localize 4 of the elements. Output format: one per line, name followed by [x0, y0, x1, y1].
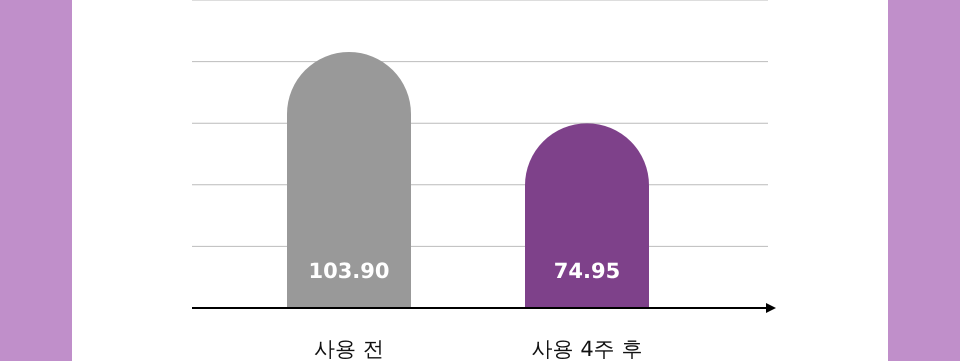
data-label: 103.90 — [308, 259, 390, 283]
x-tick-label: 사용 전 — [314, 337, 384, 361]
x-tick-label: 사용 4주 후 — [532, 337, 642, 361]
data-label: 74.95 — [554, 259, 620, 283]
